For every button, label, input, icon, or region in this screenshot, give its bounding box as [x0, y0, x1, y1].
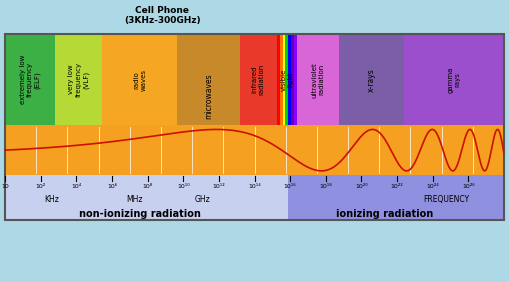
Text: ionizing radiation: ionizing radiation: [335, 209, 433, 219]
Bar: [277, 34, 280, 125]
Text: infrared
radiation: infrared radiation: [252, 64, 265, 95]
Bar: [340, 34, 404, 125]
Bar: [280, 34, 282, 125]
Text: gamma
rays: gamma rays: [447, 67, 461, 93]
Text: 10²²: 10²²: [390, 184, 404, 189]
Bar: [102, 34, 177, 125]
Text: 10²⁴: 10²⁴: [426, 184, 439, 189]
Text: Cell Phone
(3KHz-300GHz): Cell Phone (3KHz-300GHz): [124, 6, 201, 25]
Text: 10¹⁰: 10¹⁰: [177, 184, 190, 189]
Text: 10²⁰: 10²⁰: [355, 184, 368, 189]
Text: 10: 10: [1, 184, 9, 189]
Bar: [55, 34, 102, 125]
Text: 10¹⁶: 10¹⁶: [284, 184, 297, 189]
Text: radio
waves: radio waves: [133, 69, 146, 91]
Text: 10²: 10²: [36, 184, 46, 189]
Text: ultraviolet
radiation: ultraviolet radiation: [312, 62, 325, 98]
Text: GHz: GHz: [194, 195, 210, 204]
Text: extremely low
frequency
(ELF): extremely low frequency (ELF): [20, 55, 40, 104]
Bar: [291, 34, 294, 125]
Text: MHz: MHz: [127, 195, 143, 204]
Text: 10⁸: 10⁸: [143, 184, 153, 189]
Bar: [177, 34, 240, 125]
Text: visible
light: visible light: [280, 69, 293, 91]
Bar: [288, 34, 291, 125]
Bar: [286, 34, 288, 125]
Bar: [5, 175, 504, 220]
Text: KHz: KHz: [44, 195, 59, 204]
Bar: [404, 34, 504, 125]
Bar: [240, 34, 277, 125]
Text: 10¹⁸: 10¹⁸: [319, 184, 332, 189]
Text: 10¹⁴: 10¹⁴: [248, 184, 261, 189]
Text: 10²⁶: 10²⁶: [462, 184, 475, 189]
Bar: [277, 34, 297, 125]
Bar: [282, 34, 286, 125]
Bar: [294, 34, 297, 125]
Bar: [5, 34, 55, 125]
Text: non-ionizing radiation: non-ionizing radiation: [79, 209, 201, 219]
Bar: [5, 125, 504, 175]
Text: 10⁶: 10⁶: [107, 184, 117, 189]
Bar: [288, 175, 504, 220]
Text: FREQUENCY: FREQUENCY: [423, 195, 470, 204]
Bar: [297, 34, 340, 125]
Text: x-rays: x-rays: [367, 68, 376, 92]
Text: 10¹²: 10¹²: [212, 184, 225, 189]
Text: microwaves: microwaves: [204, 73, 213, 119]
Text: very low
frequency
(VLF): very low frequency (VLF): [68, 62, 89, 97]
Text: 10⁴: 10⁴: [71, 184, 81, 189]
